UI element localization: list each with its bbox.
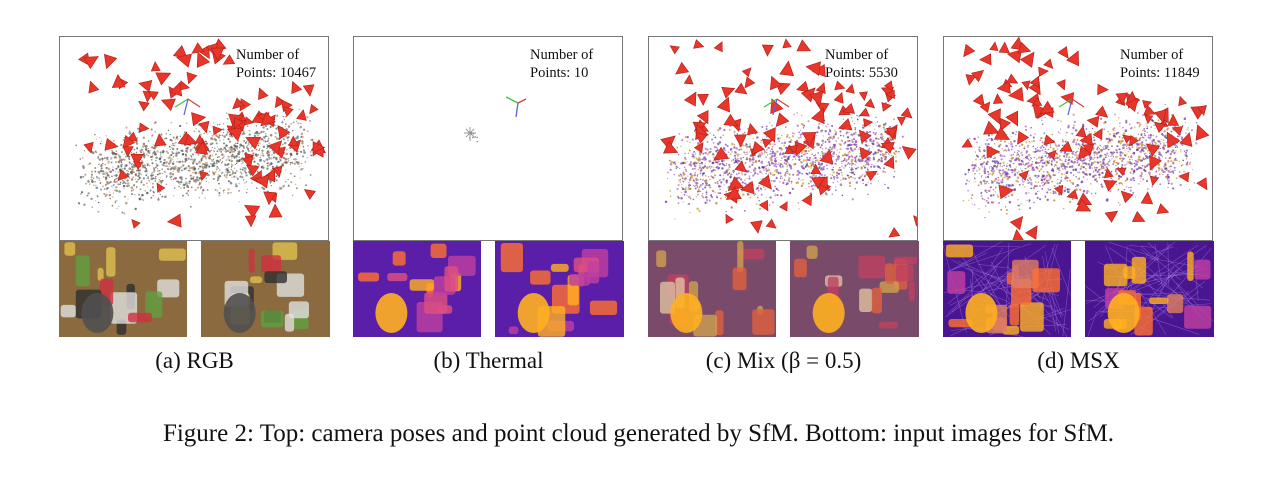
input-image-d-left — [943, 241, 1071, 337]
sfm-view-c: Number of Points: 5530 — [648, 36, 918, 241]
camera-pose-icons — [660, 38, 917, 238]
point-cloud-a — [75, 38, 326, 229]
world-axes — [174, 98, 201, 116]
sfm-view-b: Number of Points: 10 — [353, 36, 623, 241]
thumbnail-graphic — [943, 241, 1071, 337]
caption-b: (b) Thermal — [433, 348, 544, 373]
input-image-b-left — [353, 241, 481, 337]
input-image-c-right — [790, 241, 919, 337]
figure-caption: Figure 2: Top: camera poses and point cl… — [162, 420, 1115, 447]
thumbnail-graphic — [495, 241, 624, 337]
world-axes — [763, 98, 790, 116]
sfm-view-a: Number of Points: 10467 — [59, 36, 329, 241]
input-image-c-left — [648, 241, 776, 337]
point-cloud-b — [464, 96, 527, 143]
caption-d: (d) MSX — [1037, 348, 1120, 373]
points-count-b: Number of Points: 10 — [530, 47, 594, 81]
thumbnail-graphic — [59, 241, 187, 337]
thumbnail-graphic — [790, 241, 919, 337]
thumbnail-graphic — [1085, 241, 1214, 337]
points-count-a: Number of Points: 10467 — [236, 47, 317, 81]
caption-c: (c) Mix (β = 0.5) — [705, 348, 862, 373]
world-axes — [1058, 98, 1085, 116]
caption-a: (a) RGB — [155, 348, 234, 373]
world-axes — [505, 96, 527, 118]
input-image-a-left — [59, 241, 187, 337]
input-image-a-right — [201, 241, 330, 337]
thumbnail-graphic — [648, 241, 776, 337]
camera-pose-icons — [78, 38, 326, 229]
points-count-c: Number of Points: 5530 — [825, 47, 898, 81]
input-image-b-right — [495, 241, 624, 337]
input-image-d-right — [1085, 241, 1214, 337]
point-cloud-d — [961, 37, 1210, 240]
origin-star-marker — [464, 127, 476, 139]
thumbnail-graphic — [353, 241, 481, 337]
points-count-d: Number of Points: 11849 — [1120, 47, 1200, 81]
point-cloud-c — [660, 38, 917, 238]
sfm-view-d: Number of Points: 11849 — [943, 36, 1213, 241]
camera-pose-icons — [961, 37, 1210, 240]
thumbnail-graphic — [201, 241, 330, 337]
